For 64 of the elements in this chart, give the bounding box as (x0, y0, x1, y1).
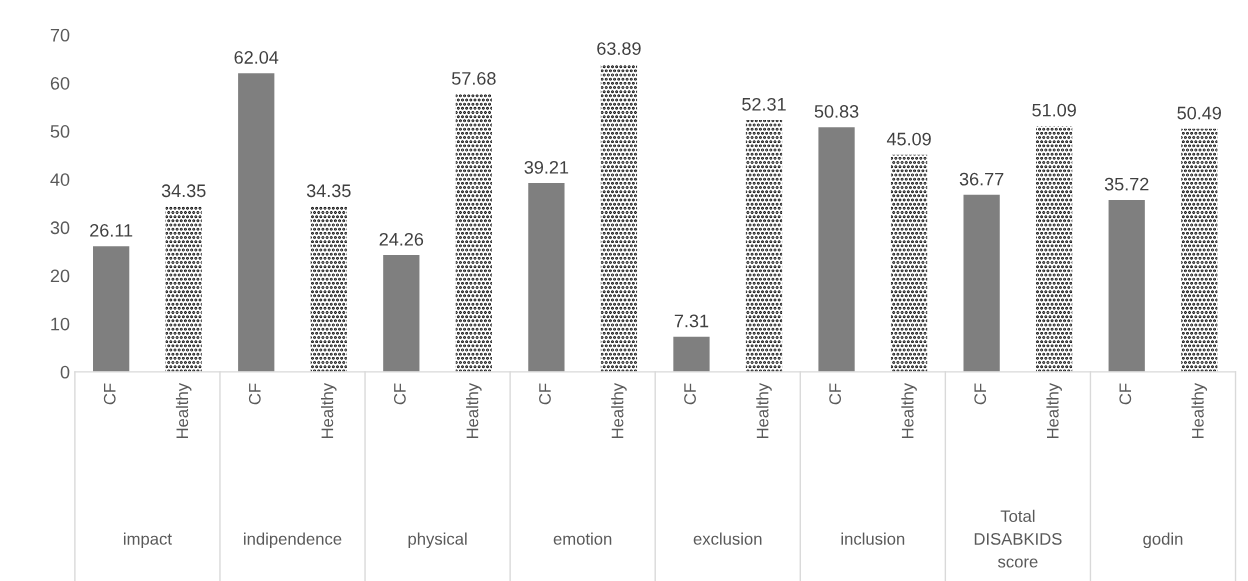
data-label: 24.26 (379, 232, 424, 246)
data-label: 34.35 (161, 184, 206, 198)
data-label: 52.31 (742, 97, 786, 111)
x-tick-label: CF (539, 383, 551, 405)
x-tick-label: Healthy (466, 382, 482, 439)
y-tick-label: 40 (50, 173, 70, 186)
bar (745, 120, 783, 372)
data-label: 63.89 (597, 42, 641, 55)
x-tick-label: CF (1119, 383, 1132, 405)
bar (818, 127, 855, 372)
bar (383, 255, 420, 372)
data-label: 51.09 (1032, 103, 1076, 117)
x-tick-label: Healthy (901, 382, 917, 439)
x-tick-label: Healthy (321, 382, 337, 439)
x-tick-label: Healthy (1046, 382, 1062, 439)
x-tick-label: CF (393, 383, 406, 405)
bar (600, 64, 638, 372)
data-label: 50.83 (814, 105, 859, 118)
text: godin (1143, 532, 1183, 549)
bar (1036, 125, 1073, 372)
bar (165, 206, 202, 372)
text: physical (408, 532, 467, 549)
x-tick-label: CF (974, 383, 987, 405)
text: exclusion (693, 532, 762, 545)
text: indipendence (244, 532, 342, 549)
y-tick-label: 60 (50, 76, 70, 90)
data-label: 57.68 (451, 72, 496, 85)
data-label: 45.09 (886, 132, 931, 146)
bar (1108, 199, 1145, 372)
text: impact (123, 532, 172, 549)
bar (238, 73, 275, 372)
text: Total DISABKIDS score (974, 509, 1062, 568)
data-label: 36.77 (959, 172, 1004, 186)
data-label: 7.31 (674, 314, 709, 328)
data-label: 50.49 (1177, 106, 1221, 120)
bar (963, 194, 1000, 372)
y-tick-label: 20 (50, 269, 70, 283)
x-tick-label: CF (684, 383, 696, 405)
y-tick-label: 10 (51, 317, 70, 331)
data-label: 34.35 (306, 184, 351, 198)
bar (93, 246, 130, 372)
bar (455, 94, 492, 372)
y-tick-label: 50 (50, 125, 70, 138)
x-tick-label: Healthy (756, 382, 772, 439)
bar (528, 183, 565, 372)
data-label: 35.72 (1104, 177, 1149, 191)
data-label: 62.04 (234, 51, 279, 64)
x-tick-label: Healthy (175, 382, 192, 439)
y-tick-label: 30 (50, 221, 70, 235)
bar (890, 154, 928, 372)
bar (673, 336, 710, 372)
text: inclusion (841, 532, 905, 545)
bar (1181, 128, 1218, 372)
x-tick-label: Healthy (1191, 382, 1208, 439)
y-tick-label: 70 (50, 28, 70, 42)
bar (310, 206, 347, 372)
x-tick-label: CF (103, 383, 116, 405)
text: emotion (553, 532, 612, 545)
y-tick-label: 0 (60, 365, 70, 379)
x-tick-label: CF (248, 383, 261, 405)
data-label: 26.11 (90, 224, 133, 237)
x-tick-label: CF (829, 383, 842, 405)
x-tick-label: Healthy (611, 382, 627, 439)
data-label: 39.21 (524, 160, 569, 174)
